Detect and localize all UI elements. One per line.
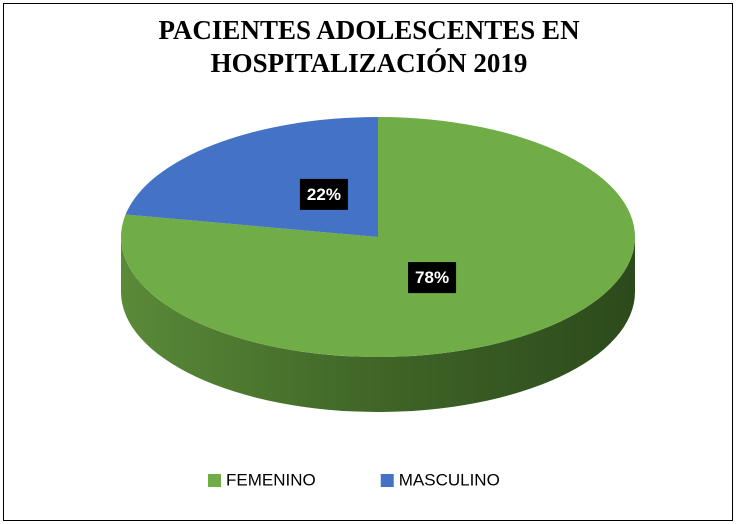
legend-label: MASCULINO [399,470,500,489]
data-label: 22% [299,178,348,210]
data-label-box [299,178,348,210]
data-label-box [408,262,457,294]
chart-title: PACIENTES ADOLESCENTES EN HOSPITALIZACIÓ… [158,15,580,78]
data-label: 78% [408,262,457,294]
chart-frame [3,3,733,521]
pie-side [121,237,635,412]
data-label-text: 22% [307,185,341,204]
legend-swatch [208,474,221,487]
legend-swatch [380,474,394,487]
data-label-text: 78% [415,268,449,287]
legend-label: FEMENINO [226,470,316,489]
